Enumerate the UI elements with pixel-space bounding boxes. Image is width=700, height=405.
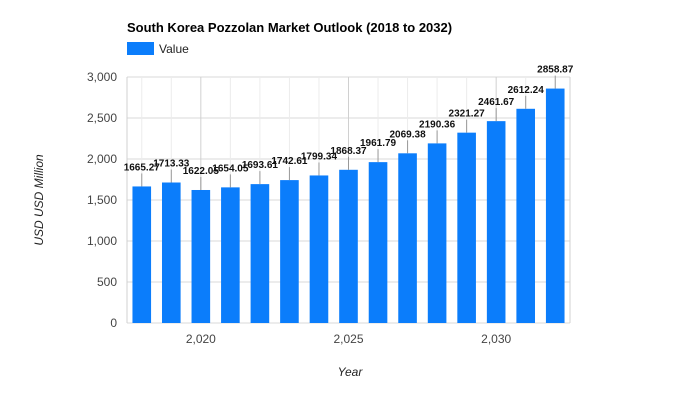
data-label: 1693.61 [242,160,279,171]
legend-swatch [127,42,154,55]
bar [398,153,417,323]
bar [545,88,565,323]
y-tick-label: 500 [97,275,117,289]
data-label: 1868.37 [330,146,367,157]
data-label: 2069.38 [389,129,426,140]
bar [250,184,270,323]
data-label: 2858.87 [537,65,574,76]
data-label: 2461.67 [478,97,515,108]
y-axis-title: USD USD Million [32,154,46,246]
data-label: 2612.24 [508,85,545,96]
bar [486,121,506,323]
bar [457,132,476,323]
y-tick-label: 2,000 [87,152,117,166]
data-label: 2190.36 [419,119,456,130]
data-label: 1799.34 [301,151,338,162]
y-tick-label: 1,000 [87,234,117,248]
chart-title: South Korea Pozzolan Market Outlook (201… [127,20,452,35]
legend-label: Value [159,42,189,56]
bar [427,143,447,323]
data-label: 2321.27 [449,109,486,120]
y-tick-label: 3,000 [87,70,117,84]
x-tick-label: 2,025 [333,332,363,346]
y-axis: 0 500 1,000 1,500 2,000 2,500 3,000 [87,70,117,330]
y-tick-label: 2,500 [87,111,117,125]
x-tick-label: 2,020 [186,332,216,346]
x-tick-label: 2,030 [481,332,511,346]
bars [132,88,565,323]
y-tick-label: 0 [110,316,117,330]
data-label: 1713.33 [153,159,190,170]
bar [368,162,388,323]
data-label: 1961.79 [360,138,397,149]
legend: Value [127,42,189,56]
bar [221,187,240,323]
bar [516,108,536,323]
data-label: 1665.27 [124,162,161,173]
bar [339,169,358,323]
data-label: 1654.05 [212,163,249,174]
bar [280,180,299,323]
bar [132,186,152,323]
x-axis: 2,020 2,025 2,030 [186,332,512,346]
bar [309,175,329,323]
y-tick-label: 1,500 [87,193,117,207]
x-axis-title: Year [338,365,364,379]
bar [191,189,211,323]
data-label: 1622.05 [183,166,220,177]
data-label: 1742.61 [271,156,308,167]
bar [161,182,181,323]
data-labels: 1665.271713.331622.051654.051693.611742.… [124,65,574,190]
